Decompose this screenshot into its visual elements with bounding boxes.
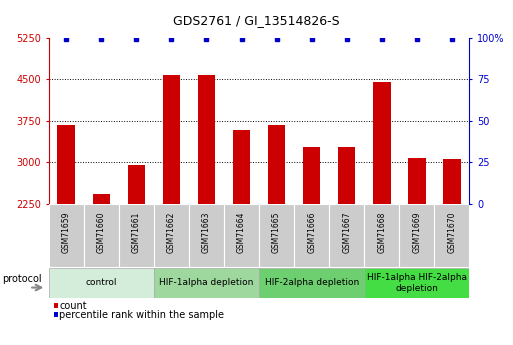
Bar — [233, 130, 250, 204]
Text: percentile rank within the sample: percentile rank within the sample — [60, 310, 224, 320]
Text: HIF-1alpha HIF-2alpha
depletion: HIF-1alpha HIF-2alpha depletion — [367, 273, 467, 293]
Text: GSM71667: GSM71667 — [342, 211, 351, 253]
Text: GSM71669: GSM71669 — [412, 211, 421, 253]
Bar — [198, 75, 215, 204]
Bar — [49, 268, 154, 298]
Text: GSM71668: GSM71668 — [377, 211, 386, 253]
Bar — [443, 159, 461, 204]
Bar — [224, 204, 259, 267]
Text: HIF-1alpha depletion: HIF-1alpha depletion — [160, 278, 253, 287]
Bar — [154, 268, 259, 298]
Text: GSM71666: GSM71666 — [307, 211, 316, 253]
Text: GSM71662: GSM71662 — [167, 211, 176, 253]
Bar — [294, 204, 329, 267]
Text: GSM71663: GSM71663 — [202, 211, 211, 253]
Bar — [338, 147, 356, 204]
Text: protocol: protocol — [3, 275, 42, 284]
Bar — [119, 204, 154, 267]
Text: GDS2761 / GI_13514826-S: GDS2761 / GI_13514826-S — [173, 14, 340, 27]
Text: GSM71660: GSM71660 — [97, 211, 106, 253]
Bar — [259, 268, 364, 298]
Bar — [189, 204, 224, 267]
Text: GSM71659: GSM71659 — [62, 211, 71, 253]
Bar — [329, 204, 364, 267]
Bar — [92, 194, 110, 204]
Bar — [49, 204, 84, 267]
Bar — [163, 75, 180, 204]
Bar — [303, 147, 321, 204]
Text: GSM71661: GSM71661 — [132, 211, 141, 253]
Text: GSM71665: GSM71665 — [272, 211, 281, 253]
Text: count: count — [60, 301, 87, 311]
Bar — [154, 204, 189, 267]
Bar — [364, 268, 469, 298]
Bar — [84, 204, 119, 267]
Bar — [435, 204, 469, 267]
Bar — [259, 204, 294, 267]
Bar — [128, 166, 145, 204]
Bar — [399, 204, 435, 267]
Text: GSM71670: GSM71670 — [447, 211, 457, 253]
Bar — [364, 204, 399, 267]
Text: HIF-2alpha depletion: HIF-2alpha depletion — [265, 278, 359, 287]
Bar — [408, 158, 426, 204]
Bar — [373, 81, 390, 204]
Bar — [268, 125, 285, 204]
Text: GSM71664: GSM71664 — [237, 211, 246, 253]
Text: control: control — [86, 278, 117, 287]
Bar — [57, 125, 75, 204]
